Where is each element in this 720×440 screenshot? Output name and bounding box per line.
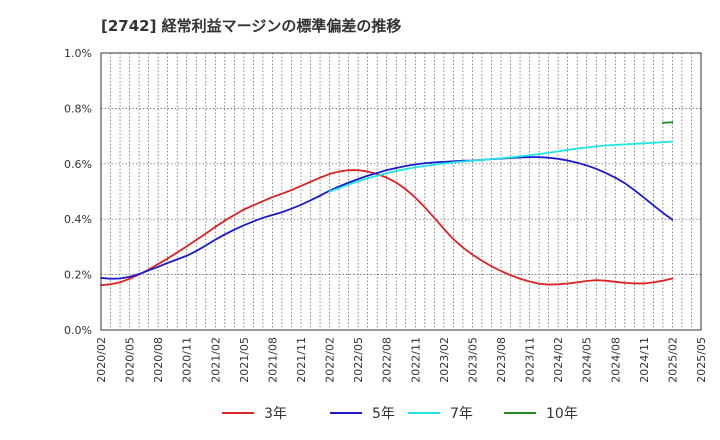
series-layer xyxy=(100,121,674,287)
x-tick-label: 2020/08 xyxy=(152,337,165,383)
x-tick-label: 2021/11 xyxy=(295,337,308,383)
y-tick-label: 0.2% xyxy=(64,269,92,282)
legend-label-10年: 10年 xyxy=(546,406,578,422)
x-tick-label: 2024/11 xyxy=(638,337,651,383)
plot-frame xyxy=(100,52,702,331)
x-tick-label: 2021/08 xyxy=(266,337,279,383)
series-line-3年 xyxy=(100,169,674,287)
series-line-7年 xyxy=(328,140,674,193)
x-axis: 2020/02 2020/05 2020/08 2020/11 2021/02 2021/… xyxy=(95,337,708,383)
x-tick-label: 2025/05 xyxy=(695,337,708,383)
y-tick-label: 0.0% xyxy=(64,324,92,337)
x-tick-label: 2023/11 xyxy=(524,337,537,383)
y-tick-label: 1.0% xyxy=(64,47,92,60)
x-tick-label: 2022/05 xyxy=(352,337,365,383)
legend-label-7年: 7年 xyxy=(450,406,473,422)
legend: 3年 5年 7年 10年 xyxy=(222,406,578,422)
x-tick-label: 2020/05 xyxy=(124,337,137,383)
y-tick-label: 0.8% xyxy=(64,102,92,115)
x-tick-label: 2020/11 xyxy=(181,337,194,383)
x-tick-label: 2024/02 xyxy=(552,337,565,383)
x-tick-label: 2022/02 xyxy=(324,337,337,383)
x-tick-label: 2023/05 xyxy=(466,337,479,383)
x-tick-label: 2024/05 xyxy=(581,337,594,383)
series-line-5年 xyxy=(100,156,674,280)
y-axis: 0.0% 0.2% 0.4% 0.6% 0.8% 1.0% xyxy=(64,47,92,337)
chart-title: [2742] 経常利益マージンの標準偏差の推移 xyxy=(101,17,402,35)
x-tick-label: 2025/02 xyxy=(666,337,679,383)
x-tick-label: 2022/08 xyxy=(381,337,394,383)
x-tick-label: 2020/02 xyxy=(95,337,108,383)
x-tick-label: 2024/08 xyxy=(609,337,622,383)
series-line-10年 xyxy=(662,121,674,124)
x-tick-label: 2023/02 xyxy=(438,337,451,383)
y-tick-label: 0.6% xyxy=(64,158,92,171)
x-tick-label: 2023/08 xyxy=(495,337,508,383)
x-tick-label: 2021/05 xyxy=(238,337,251,383)
x-tick-label: 2021/02 xyxy=(209,337,222,383)
x-tick-label: 2022/11 xyxy=(409,337,422,383)
y-tick-label: 0.4% xyxy=(64,213,92,226)
legend-label-3年: 3年 xyxy=(264,406,287,422)
legend-label-5年: 5年 xyxy=(372,406,395,422)
grid-layer xyxy=(101,53,701,330)
